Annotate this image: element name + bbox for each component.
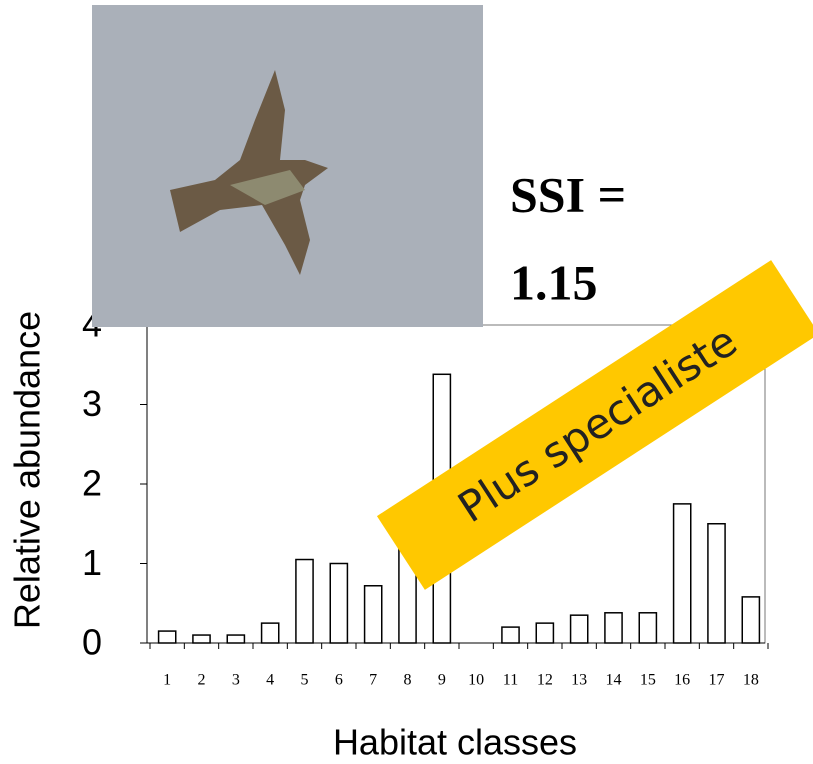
bird-photo bbox=[92, 5, 483, 327]
bar bbox=[605, 613, 622, 643]
x-tick-label: 18 bbox=[743, 672, 759, 689]
bar bbox=[502, 627, 519, 643]
ssi-label: SSI = bbox=[510, 166, 626, 222]
y-tick-label: 1 bbox=[82, 542, 102, 583]
x-tick-label: 1 bbox=[163, 672, 171, 689]
x-tick-label: 17 bbox=[709, 672, 725, 689]
x-tick-label: 6 bbox=[335, 672, 343, 689]
bar bbox=[674, 504, 691, 643]
y-tick-label: 3 bbox=[82, 383, 102, 424]
ssi-value: 1.15 bbox=[510, 254, 598, 310]
x-tick-label: 8 bbox=[404, 672, 412, 689]
bar bbox=[571, 615, 588, 643]
x-tick-label: 14 bbox=[606, 672, 622, 689]
bar bbox=[708, 524, 725, 643]
x-tick-label: 2 bbox=[198, 672, 206, 689]
x-tick-label: 3 bbox=[232, 672, 240, 689]
bar bbox=[536, 623, 553, 643]
bar bbox=[193, 635, 210, 643]
y-axis-label: Relative abundance bbox=[7, 311, 48, 629]
x-tick-label: 15 bbox=[640, 672, 656, 689]
x-tick-label: 4 bbox=[266, 672, 274, 689]
bar bbox=[159, 631, 176, 643]
slide: 01234123456789101112131415161718 SSI = 1… bbox=[0, 0, 813, 764]
bar bbox=[262, 623, 279, 643]
x-tick-label: 12 bbox=[537, 672, 553, 689]
x-axis-label: Habitat classes bbox=[333, 722, 577, 763]
bar bbox=[227, 635, 244, 643]
y-tick-label: 2 bbox=[82, 463, 102, 504]
banner-text: Plus specialiste bbox=[449, 316, 745, 532]
bar bbox=[296, 560, 313, 643]
bar bbox=[330, 564, 347, 644]
x-tick-label: 5 bbox=[301, 672, 309, 689]
x-tick-label: 16 bbox=[674, 672, 690, 689]
bar bbox=[365, 586, 382, 643]
x-tick-label: 9 bbox=[438, 672, 446, 689]
x-tick-label: 13 bbox=[571, 672, 587, 689]
x-tick-label: 11 bbox=[503, 672, 518, 689]
x-tick-label: 10 bbox=[468, 672, 484, 689]
x-tick-label: 7 bbox=[369, 672, 377, 689]
y-tick-label: 0 bbox=[82, 622, 102, 663]
bar bbox=[742, 597, 759, 643]
bar bbox=[639, 613, 656, 643]
